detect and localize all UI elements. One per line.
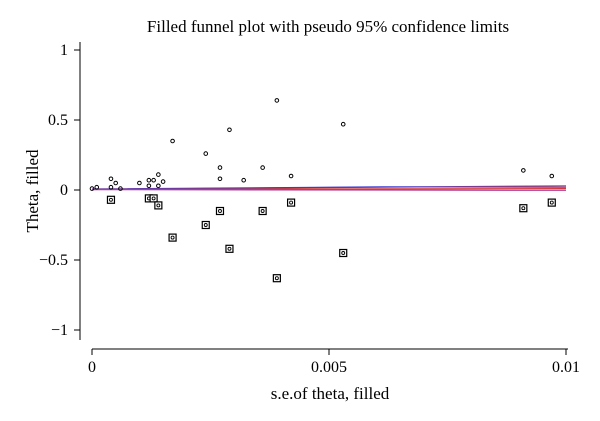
confidence-limit-lines bbox=[91, 185, 567, 191]
observed-study-point bbox=[151, 177, 156, 183]
y-axis-label: Theta, filled bbox=[23, 149, 42, 233]
filled-study-point bbox=[272, 274, 281, 283]
observed-study-point bbox=[241, 177, 246, 183]
filled-study-point bbox=[225, 244, 234, 253]
x-tick-label: 0.005 bbox=[311, 359, 347, 376]
observed-study-point bbox=[227, 127, 232, 133]
y-tick-label: −1 bbox=[51, 322, 68, 339]
observed-study-point bbox=[203, 151, 209, 156]
observed-study-point bbox=[217, 176, 223, 182]
observed-study-point bbox=[521, 168, 526, 173]
data-points bbox=[89, 98, 556, 283]
observed-study-point bbox=[260, 165, 265, 170]
chart-title: Filled funnel plot with pseudo 95% confi… bbox=[147, 17, 509, 36]
filled-study-point bbox=[168, 233, 177, 242]
x-axis-ticks: 0 0.005 0.01 bbox=[88, 349, 580, 376]
observed-study-point bbox=[146, 177, 152, 183]
observed-study-point bbox=[549, 173, 555, 179]
observed-study-point bbox=[113, 180, 118, 186]
filled-study-point bbox=[519, 204, 528, 213]
y-tick-label: 0.5 bbox=[48, 112, 68, 129]
observed-study-point bbox=[217, 165, 223, 170]
y-tick-label: 0 bbox=[60, 182, 68, 199]
filled-study-point bbox=[201, 220, 210, 230]
plot-area: 1 0.5 0 −0.5 −1 0 0.005 0.01 bbox=[39, 42, 580, 376]
observed-study-point bbox=[137, 180, 142, 186]
observed-study-point bbox=[156, 172, 161, 177]
filled-study-point bbox=[547, 198, 556, 207]
confidence-limit-line bbox=[91, 189, 567, 191]
observed-study-point bbox=[156, 183, 161, 189]
observed-study-point bbox=[274, 98, 280, 103]
observed-study-point bbox=[118, 186, 123, 191]
observed-study-point bbox=[94, 184, 100, 190]
filled-study-point bbox=[258, 206, 267, 216]
observed-study-point bbox=[89, 186, 95, 191]
y-tick-label: −0.5 bbox=[39, 252, 68, 269]
observed-study-point bbox=[170, 138, 175, 144]
y-axis-ticks: 1 0.5 0 −0.5 −1 bbox=[39, 42, 80, 339]
filled-study-point bbox=[106, 195, 116, 204]
confidence-limit-line bbox=[91, 186, 567, 190]
y-tick-label: 1 bbox=[60, 42, 68, 59]
observed-study-point bbox=[288, 173, 294, 179]
filled-study-point bbox=[154, 201, 163, 210]
x-tick-label: 0.01 bbox=[552, 359, 580, 376]
observed-study-point bbox=[108, 184, 114, 190]
filled-study-point bbox=[286, 198, 296, 207]
observed-study-point bbox=[340, 121, 346, 127]
filled-study-point bbox=[149, 194, 158, 203]
x-axis-label: s.e.of theta, filled bbox=[271, 384, 390, 403]
observed-study-point bbox=[108, 176, 114, 182]
filled-study-point bbox=[339, 248, 348, 258]
filled-study-point bbox=[215, 206, 225, 216]
observed-study-point bbox=[146, 183, 152, 189]
x-tick-label: 0 bbox=[88, 359, 96, 376]
observed-study-point bbox=[160, 179, 166, 184]
